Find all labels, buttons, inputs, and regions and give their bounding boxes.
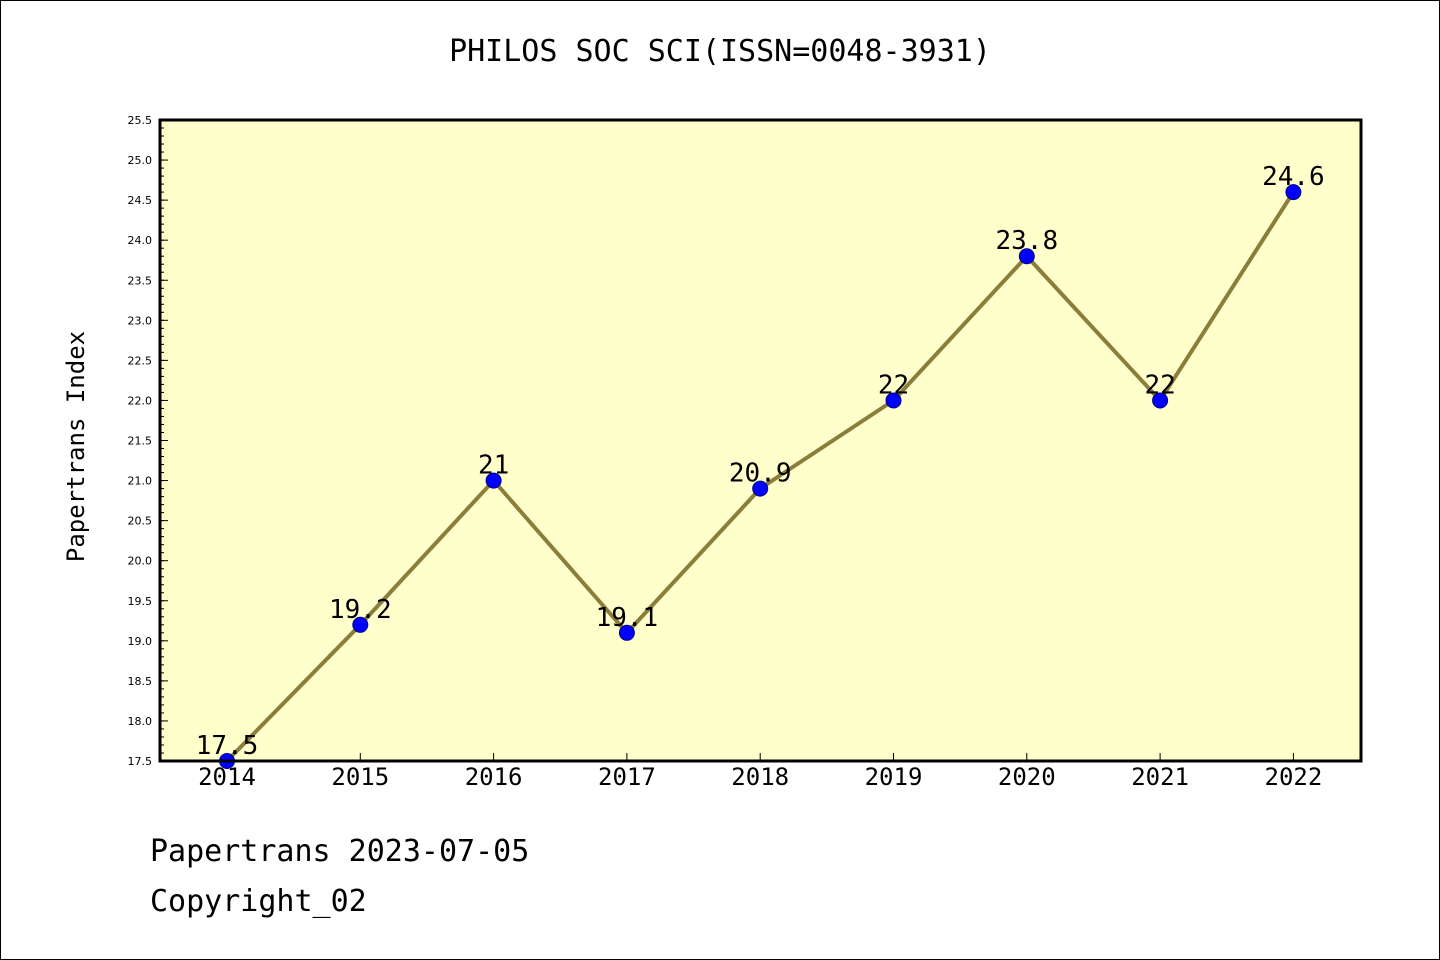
y-tick-label: 17.5	[128, 755, 153, 768]
data-point	[1152, 392, 1169, 409]
y-tick-label: 24.0	[128, 234, 153, 247]
y-tick-label: 23.0	[128, 314, 153, 327]
plot-border	[158, 118, 1363, 763]
x-tick-label: 2020	[998, 763, 1056, 791]
data-point	[1018, 248, 1035, 265]
y-tick-label: 25.0	[128, 154, 153, 167]
data-label: 17.5	[196, 731, 259, 761]
y-tick-label: 18.5	[128, 675, 153, 688]
x-tick-label: 2017	[598, 763, 656, 791]
data-label: 21	[478, 451, 509, 481]
x-tick-label: 2022	[1265, 763, 1323, 791]
data-label: 22	[878, 370, 909, 400]
y-tick-label: 21.0	[128, 475, 153, 488]
y-tick-label: 22.5	[128, 354, 153, 367]
data-point	[1285, 184, 1302, 201]
y-tick-label: 23.5	[128, 274, 153, 287]
plot-area	[160, 120, 1361, 761]
y-tick-label: 22.0	[128, 394, 153, 407]
x-tick-label: 2015	[331, 763, 389, 791]
data-label: 20.9	[729, 459, 792, 489]
y-tick-label: 25.5	[128, 114, 153, 127]
data-point	[752, 480, 769, 497]
data-labels: 17.5 19.2 21 19.1 20.9 22 23.8 22 24.6	[196, 162, 1325, 761]
y-axis: 17.5 18.0 18.5 19.0 19.5 20.0 20.5 21.0 21.5 22.0…	[128, 114, 168, 768]
x-tick-label: 2018	[731, 763, 789, 791]
data-label: 23.8	[995, 226, 1058, 256]
x-tick-label: 2016	[465, 763, 523, 791]
data-point	[352, 616, 369, 633]
footer-copyright: Copyright_02	[150, 884, 367, 919]
chart-title: PHILOS SOC SCI(ISSN=0048-3931)	[449, 34, 991, 69]
y-tick-label: 19.0	[128, 635, 153, 648]
y-tick-label: 20.0	[128, 555, 153, 568]
data-label: 19.1	[596, 603, 659, 633]
y-tick-label: 18.0	[128, 715, 153, 728]
data-point	[885, 392, 902, 409]
x-tick-label: 2019	[865, 763, 923, 791]
y-tick-label: 24.5	[128, 194, 153, 207]
data-label: 22	[1144, 370, 1175, 400]
data-point	[485, 472, 502, 489]
data-label: 24.6	[1262, 162, 1325, 192]
data-point	[618, 624, 635, 641]
y-tick-label: 19.5	[128, 595, 153, 608]
y-tick-label: 21.5	[128, 435, 153, 448]
x-tick-label: 2021	[1131, 763, 1189, 791]
y-axis-label: Papertrans Index	[62, 331, 90, 562]
data-label: 19.2	[329, 595, 392, 625]
y-tick-label: 20.5	[128, 515, 153, 528]
footer-source-date: Papertrans 2023-07-05	[150, 834, 530, 869]
